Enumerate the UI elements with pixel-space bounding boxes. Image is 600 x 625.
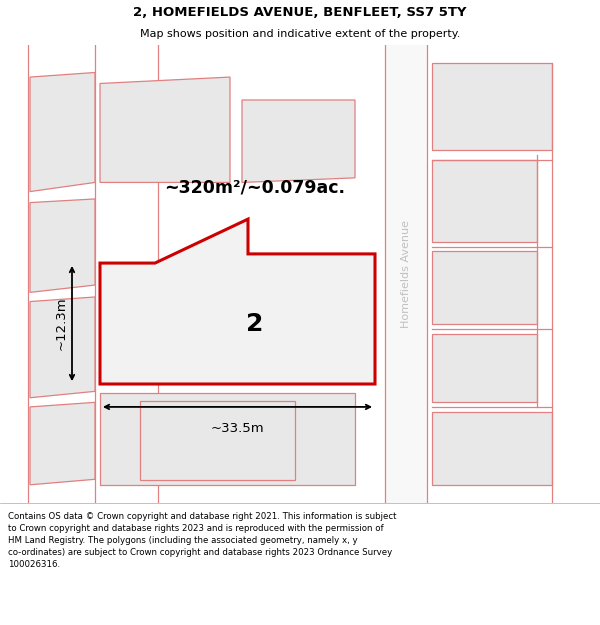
Text: ~12.3m: ~12.3m [55, 297, 68, 351]
Polygon shape [30, 297, 95, 398]
Bar [432, 334, 537, 402]
Polygon shape [100, 393, 355, 485]
Polygon shape [30, 199, 95, 292]
Text: Homefields Avenue: Homefields Avenue [401, 220, 411, 328]
Polygon shape [140, 401, 295, 480]
Polygon shape [242, 100, 355, 182]
Text: Contains OS data © Crown copyright and database right 2021. This information is : Contains OS data © Crown copyright and d… [8, 512, 397, 569]
Text: Map shows position and indicative extent of the property.: Map shows position and indicative extent… [140, 29, 460, 39]
Text: 2: 2 [247, 311, 263, 336]
Text: ~320m²/~0.079ac.: ~320m²/~0.079ac. [164, 178, 346, 196]
Polygon shape [30, 72, 95, 192]
Bar [432, 63, 552, 151]
Polygon shape [100, 219, 375, 384]
Text: ~33.5m: ~33.5m [211, 422, 265, 434]
Bar [385, 45, 427, 503]
Polygon shape [30, 402, 95, 485]
Bar [432, 411, 552, 485]
Bar [432, 251, 537, 324]
Bar [432, 159, 537, 242]
Text: 2, HOMEFIELDS AVENUE, BENFLEET, SS7 5TY: 2, HOMEFIELDS AVENUE, BENFLEET, SS7 5TY [133, 6, 467, 19]
Polygon shape [100, 77, 230, 182]
